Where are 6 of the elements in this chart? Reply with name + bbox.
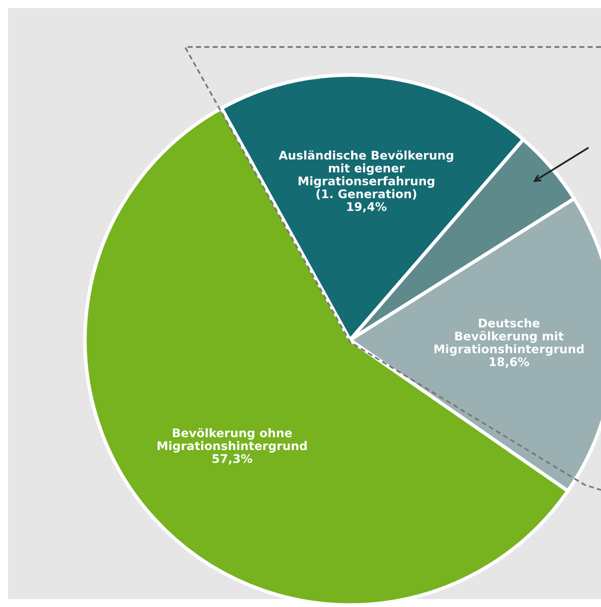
slice-label: Ausländische Bevölkerung mit eigener Migrationserfahrung (1. Generation) <box>278 150 454 200</box>
data-label: 18,6% <box>490 357 530 368</box>
data-label: 19,4% <box>347 202 386 213</box>
slice-label: Bevölkerung ohne Migrationshintergrund <box>158 428 307 453</box>
data-label: 57,3% <box>212 454 252 465</box>
slice-label: Deutsche Bevölkerung mit Migrationshintergrund <box>434 318 584 356</box>
